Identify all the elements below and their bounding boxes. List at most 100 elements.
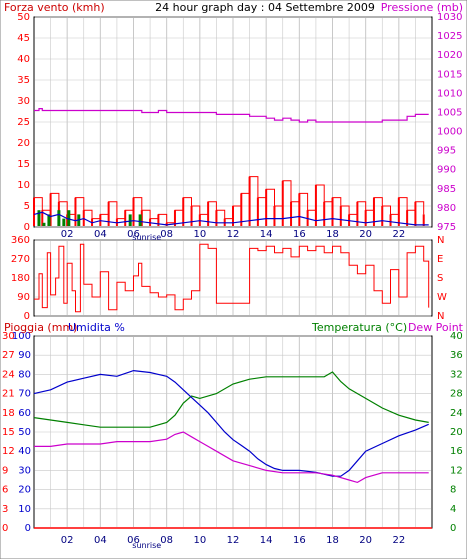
wind-tick-label: 15 <box>17 159 30 170</box>
hour-tick-label-bottom: 08 <box>160 535 173 546</box>
wind-tick-label: 0 <box>24 222 30 233</box>
dewpoint-axis-title: Dew Point <box>408 321 464 334</box>
hour-tick-label-bottom: 22 <box>392 535 405 546</box>
humidity-tick-label: 10 <box>18 504 31 515</box>
humidity-tick-label: 30 <box>18 465 31 476</box>
hour-tick-label-bottom: 16 <box>293 535 306 546</box>
humidity-tick-label: 100 <box>12 331 31 342</box>
hour-tick-label-bottom: 12 <box>227 535 240 546</box>
rain-tick-label: 24 <box>2 369 15 380</box>
pressure-tick-label: 1000 <box>437 127 462 138</box>
pressure-tick-label: 995 <box>437 146 456 157</box>
sunrise-label-bottom: sunrise <box>132 541 161 550</box>
wind-tick-label: 25 <box>17 117 30 128</box>
hour-tick-label-top: 14 <box>260 229 273 240</box>
wind-tick-label: 50 <box>17 12 30 23</box>
sunrise-label-top: sunrise <box>132 233 161 242</box>
temperature-tick-label: 24 <box>450 408 463 419</box>
pressure-line <box>34 107 429 123</box>
humidity-tick-label: 70 <box>18 389 31 400</box>
temperature-tick-label: 40 <box>450 331 463 342</box>
rain-tick-label: 12 <box>2 446 15 457</box>
wind-tick-label: 10 <box>17 180 30 191</box>
rain-tick-label: 9 <box>2 465 8 476</box>
hour-tick-label-bottom: 02 <box>61 535 74 546</box>
direction-tick-label: 180 <box>11 273 30 284</box>
series-layer <box>33 107 432 529</box>
hour-tick-label-top: 08 <box>160 229 173 240</box>
hour-tick-label-top: 16 <box>293 229 306 240</box>
rain-tick-label: 30 <box>2 331 15 342</box>
graph-title: 24 hour graph day : 04 Settembre 2009 <box>155 1 375 14</box>
rain-tick-label: 18 <box>2 408 15 419</box>
temperature-tick-label: 16 <box>450 446 463 457</box>
pressure-tick-label: 1025 <box>437 31 462 42</box>
humidity-tick-label: 40 <box>18 446 31 457</box>
wind-tick-label: 40 <box>17 54 30 65</box>
temperature-tick-label: 32 <box>450 369 463 380</box>
hour-tick-label-top: 04 <box>94 229 107 240</box>
hour-tick-label-bottom: 06 <box>127 535 140 546</box>
hour-tick-label-bottom: 04 <box>94 535 107 546</box>
hour-tick-label-top: 02 <box>61 229 74 240</box>
rain-tick-label: 27 <box>2 350 15 361</box>
pressure-axis-title: Pressione (mb) <box>381 1 463 14</box>
pressure-tick-label: 990 <box>437 165 456 176</box>
humidity-tick-label: 0 <box>25 523 31 534</box>
hour-tick-label-bottom: 14 <box>260 535 273 546</box>
wind-axis-title: Forza vento (kmh) <box>4 1 105 14</box>
direction-tick-label: 0 <box>24 311 30 322</box>
compass-tick-label: S <box>437 273 443 284</box>
wind-tick-label: 45 <box>17 33 30 44</box>
temperature-tick-label: 28 <box>450 389 463 400</box>
rain-tick-label: 6 <box>2 485 8 496</box>
hour-tick-label-top: 10 <box>193 229 206 240</box>
tick-labels: 0510152025303540455097598098599099510001… <box>2 12 463 546</box>
wind-direction-line <box>34 243 430 313</box>
dew-point-line <box>34 431 429 484</box>
pressure-tick-label: 980 <box>437 203 456 214</box>
humidity-tick-label: 50 <box>18 427 31 438</box>
wind-tick-label: 20 <box>17 138 30 149</box>
wind-tick-label: 35 <box>17 75 30 86</box>
wind-line <box>34 176 425 224</box>
hour-tick-label-bottom: 10 <box>193 535 206 546</box>
compass-tick-label: N <box>437 235 444 246</box>
pressure-tick-label: 1015 <box>437 69 462 80</box>
hour-tick-label-top: 18 <box>326 229 339 240</box>
temperature-tick-label: 20 <box>450 427 463 438</box>
temperature-line <box>33 371 429 428</box>
humidity-line <box>33 369 429 477</box>
temperature-tick-label: 4 <box>450 504 456 515</box>
compass-tick-label: N <box>437 311 444 322</box>
hour-tick-label-top: 12 <box>227 229 240 240</box>
humidity-axis-title: Umidita % <box>68 321 125 334</box>
rain-tick-label: 15 <box>2 427 15 438</box>
direction-tick-label: 360 <box>11 235 30 246</box>
temperature-tick-label: 8 <box>450 485 456 496</box>
humidity-tick-label: 60 <box>18 408 31 419</box>
hour-tick-label-bottom: 20 <box>359 535 372 546</box>
rain-tick-label: 3 <box>2 504 8 515</box>
temperature-axis-title: Temperatura (°C) <box>311 321 407 334</box>
pressure-tick-label: 985 <box>437 184 456 195</box>
pressure-tick-label: 1010 <box>437 88 462 99</box>
humidity-tick-label: 80 <box>18 369 31 380</box>
humidity-tick-label: 90 <box>18 350 31 361</box>
pressure-tick-label: 1030 <box>437 12 462 23</box>
pressure-tick-label: 975 <box>437 222 456 233</box>
temperature-tick-label: 12 <box>450 465 463 476</box>
rain-tick-label: 0 <box>2 523 8 534</box>
compass-tick-label: E <box>437 254 443 265</box>
temperature-tick-label: 0 <box>450 523 456 534</box>
wind-average-line <box>33 211 429 226</box>
direction-tick-label: 90 <box>17 292 30 303</box>
wind-tick-label: 30 <box>17 96 30 107</box>
pressure-tick-label: 1005 <box>437 107 462 118</box>
pressure-tick-label: 1020 <box>437 50 462 61</box>
temperature-tick-label: 36 <box>450 350 463 361</box>
wind-tick-label: 5 <box>24 201 30 212</box>
humidity-tick-label: 20 <box>18 485 31 496</box>
rain-tick-label: 21 <box>2 389 15 400</box>
